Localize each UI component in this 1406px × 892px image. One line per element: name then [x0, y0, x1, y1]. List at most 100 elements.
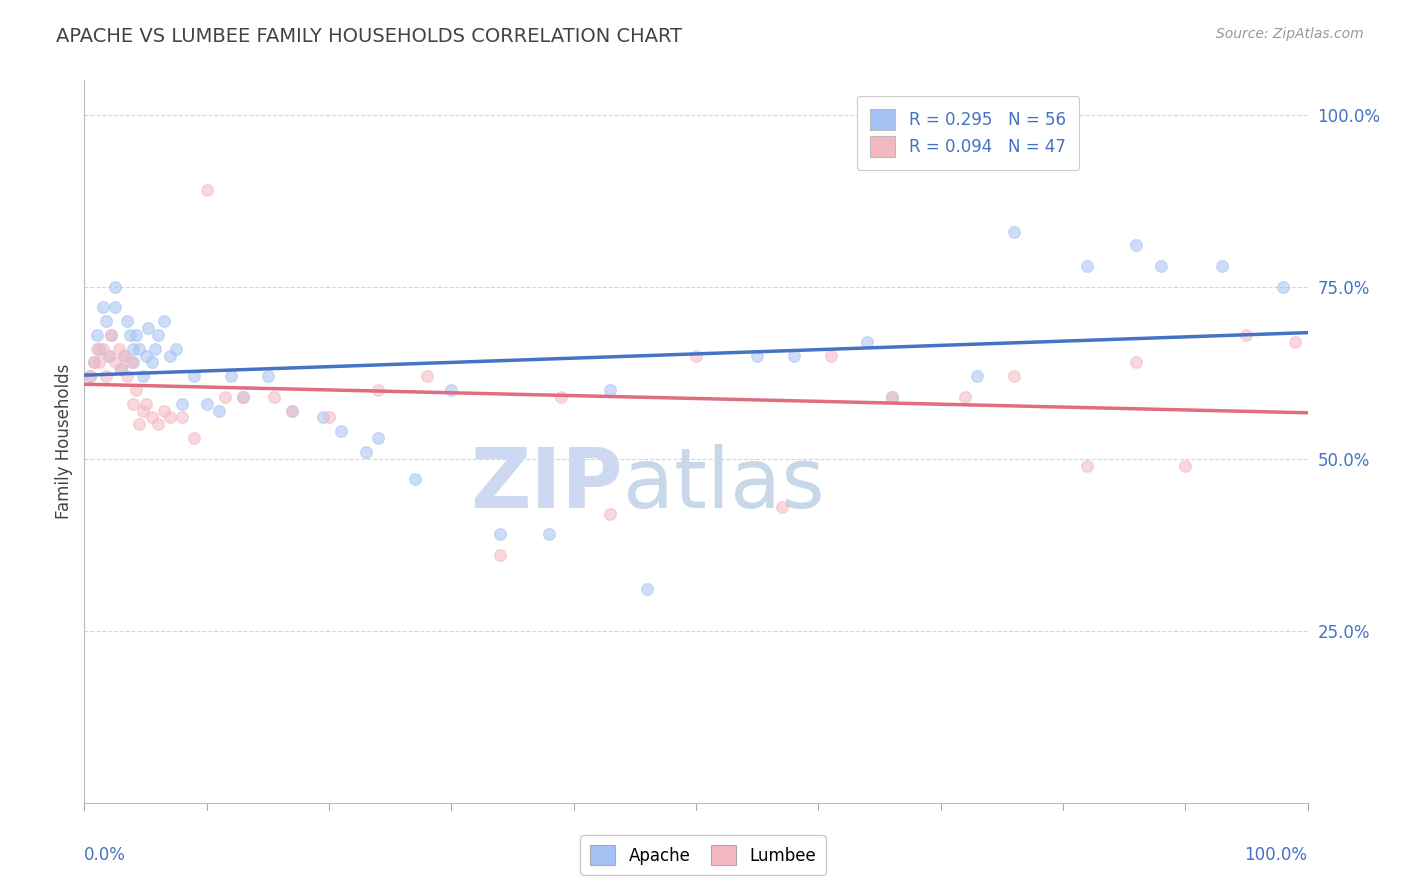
Point	[135, 397, 157, 411]
Legend: Apache, Lumbee: Apache, Lumbee	[581, 836, 825, 875]
Point	[104, 355, 127, 369]
Point	[172, 410, 194, 425]
Point	[122, 397, 145, 411]
Point	[966, 369, 988, 384]
Legend: R = 0.295   N = 56, R = 0.094   N = 47: R = 0.295 N = 56, R = 0.094 N = 47	[858, 95, 1078, 169]
Point	[125, 327, 148, 342]
Point	[489, 527, 512, 541]
Text: atlas: atlas	[623, 444, 824, 525]
Point	[1174, 458, 1197, 473]
Point	[122, 355, 145, 369]
Point	[87, 342, 110, 356]
Point	[354, 445, 377, 459]
Point	[87, 355, 110, 369]
Point	[219, 369, 242, 384]
Point	[599, 507, 621, 521]
Point	[330, 424, 353, 438]
Point	[1284, 334, 1306, 349]
Point	[257, 369, 280, 384]
Point	[318, 410, 340, 425]
Point	[367, 431, 389, 445]
Point	[550, 390, 572, 404]
Point	[953, 390, 976, 404]
Point	[416, 369, 439, 384]
Point	[120, 355, 142, 369]
Text: 100.0%: 100.0%	[1244, 847, 1308, 864]
Point	[172, 397, 194, 411]
Point	[143, 342, 166, 356]
Point	[747, 349, 769, 363]
Point	[141, 410, 163, 425]
Point	[1002, 225, 1025, 239]
Point	[856, 334, 879, 349]
Point	[440, 383, 463, 397]
Point	[1236, 327, 1258, 342]
Point	[232, 390, 254, 404]
Point	[110, 362, 132, 376]
Point	[1125, 355, 1147, 369]
Point	[122, 342, 145, 356]
Point	[100, 327, 122, 342]
Point	[208, 403, 231, 417]
Point	[96, 369, 118, 384]
Point	[214, 390, 236, 404]
Point	[538, 527, 561, 541]
Point	[112, 349, 135, 363]
Point	[104, 279, 127, 293]
Point	[159, 349, 181, 363]
Point	[96, 314, 118, 328]
Point	[820, 349, 842, 363]
Point	[1272, 279, 1295, 293]
Point	[91, 342, 114, 356]
Point	[110, 362, 132, 376]
Point	[1150, 259, 1173, 273]
Point	[1076, 259, 1098, 273]
Point	[1076, 458, 1098, 473]
Point	[312, 410, 335, 425]
Point	[232, 390, 254, 404]
Point	[1125, 238, 1147, 252]
Point	[91, 301, 114, 315]
Point	[141, 355, 163, 369]
Point	[880, 390, 903, 404]
Text: 0.0%: 0.0%	[84, 847, 127, 864]
Point	[136, 321, 159, 335]
Point	[599, 383, 621, 397]
Point	[783, 349, 806, 363]
Point	[489, 548, 512, 562]
Point	[367, 383, 389, 397]
Y-axis label: Family Households: Family Households	[55, 364, 73, 519]
Point	[86, 327, 108, 342]
Point	[404, 472, 426, 486]
Point	[112, 349, 135, 363]
Point	[1211, 259, 1233, 273]
Point	[97, 349, 120, 363]
Point	[880, 390, 903, 404]
Point	[97, 349, 120, 363]
Point	[104, 301, 127, 315]
Point	[115, 314, 138, 328]
Point	[146, 327, 169, 342]
Point	[165, 342, 187, 356]
Point	[135, 349, 157, 363]
Point	[195, 397, 218, 411]
Point	[115, 369, 138, 384]
Point	[281, 403, 304, 417]
Point	[159, 410, 181, 425]
Text: ZIP: ZIP	[470, 444, 623, 525]
Point	[100, 327, 122, 342]
Point	[125, 383, 148, 397]
Point	[79, 369, 101, 384]
Point	[195, 183, 218, 197]
Point	[83, 355, 105, 369]
Point	[107, 342, 129, 356]
Point	[153, 314, 176, 328]
Point	[86, 342, 108, 356]
Point	[153, 403, 176, 417]
Point	[281, 403, 304, 417]
Point	[132, 403, 155, 417]
Point	[128, 417, 150, 432]
Point	[83, 355, 105, 369]
Point	[1002, 369, 1025, 384]
Point	[636, 582, 658, 597]
